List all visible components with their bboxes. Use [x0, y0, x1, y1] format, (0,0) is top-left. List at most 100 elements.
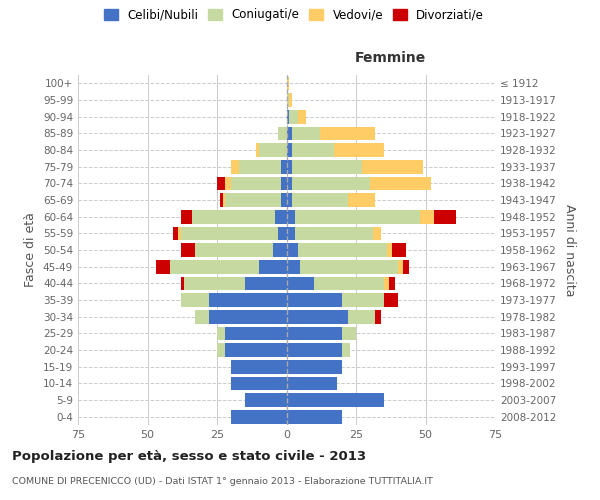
Bar: [287, 76, 289, 90]
Bar: [301, 260, 398, 274]
Bar: [217, 343, 226, 357]
Bar: [287, 126, 292, 140]
Bar: [342, 293, 384, 307]
Bar: [226, 193, 281, 207]
Bar: [289, 110, 298, 124]
Bar: [281, 193, 287, 207]
Bar: [287, 410, 342, 424]
Bar: [384, 276, 389, 290]
Bar: [295, 226, 373, 240]
Bar: [342, 326, 356, 340]
Bar: [287, 243, 298, 257]
Text: Femmine: Femmine: [355, 50, 427, 64]
Bar: [287, 260, 301, 274]
Bar: [281, 176, 287, 190]
Bar: [259, 260, 287, 274]
Bar: [347, 310, 376, 324]
Legend: Celibi/Nubili, Coniugati/e, Vedovi/e, Divorziati/e: Celibi/Nubili, Coniugati/e, Vedovi/e, Di…: [101, 6, 487, 24]
Bar: [226, 343, 287, 357]
Bar: [287, 143, 292, 157]
Bar: [292, 176, 370, 190]
Bar: [287, 160, 292, 173]
Bar: [226, 176, 231, 190]
Y-axis label: Fasce di età: Fasce di età: [25, 212, 37, 288]
Bar: [223, 193, 226, 207]
Bar: [386, 243, 392, 257]
Bar: [287, 276, 314, 290]
Bar: [295, 210, 420, 224]
Bar: [287, 293, 342, 307]
Bar: [287, 110, 289, 124]
Bar: [195, 243, 272, 257]
Bar: [239, 160, 281, 173]
Y-axis label: Anni di nascita: Anni di nascita: [563, 204, 576, 296]
Bar: [292, 160, 362, 173]
Bar: [209, 293, 287, 307]
Bar: [259, 143, 287, 157]
Bar: [281, 160, 287, 173]
Bar: [181, 293, 209, 307]
Bar: [287, 93, 289, 107]
Bar: [342, 343, 350, 357]
Bar: [287, 310, 347, 324]
Bar: [256, 143, 259, 157]
Bar: [287, 360, 342, 374]
Bar: [287, 326, 342, 340]
Bar: [287, 343, 342, 357]
Bar: [362, 160, 423, 173]
Text: Popolazione per età, sesso e stato civile - 2013: Popolazione per età, sesso e stato civil…: [12, 450, 366, 463]
Bar: [420, 210, 434, 224]
Bar: [178, 226, 181, 240]
Bar: [217, 176, 226, 190]
Bar: [292, 126, 320, 140]
Bar: [181, 210, 192, 224]
Bar: [434, 210, 456, 224]
Bar: [392, 243, 406, 257]
Bar: [287, 393, 384, 407]
Bar: [403, 260, 409, 274]
Bar: [170, 260, 259, 274]
Bar: [287, 176, 292, 190]
Bar: [287, 376, 337, 390]
Bar: [220, 193, 223, 207]
Bar: [314, 276, 384, 290]
Bar: [278, 126, 287, 140]
Bar: [287, 210, 295, 224]
Bar: [347, 193, 376, 207]
Bar: [192, 210, 275, 224]
Bar: [370, 176, 431, 190]
Bar: [181, 243, 195, 257]
Bar: [289, 93, 292, 107]
Bar: [292, 193, 347, 207]
Bar: [292, 143, 334, 157]
Bar: [275, 210, 287, 224]
Bar: [278, 226, 287, 240]
Bar: [287, 226, 295, 240]
Bar: [298, 110, 306, 124]
Bar: [272, 243, 287, 257]
Bar: [287, 193, 292, 207]
Bar: [181, 226, 278, 240]
Bar: [320, 126, 376, 140]
Bar: [231, 410, 287, 424]
Bar: [245, 276, 287, 290]
Bar: [245, 393, 287, 407]
Bar: [173, 226, 178, 240]
Text: COMUNE DI PRECENICCO (UD) - Dati ISTAT 1° gennaio 2013 - Elaborazione TUTTITALIA: COMUNE DI PRECENICCO (UD) - Dati ISTAT 1…: [12, 478, 433, 486]
Bar: [226, 326, 287, 340]
Bar: [298, 243, 386, 257]
Bar: [231, 360, 287, 374]
Bar: [231, 176, 281, 190]
Bar: [334, 143, 384, 157]
Bar: [384, 293, 398, 307]
Bar: [398, 260, 403, 274]
Bar: [389, 276, 395, 290]
Bar: [209, 310, 287, 324]
Bar: [376, 310, 381, 324]
Bar: [181, 276, 184, 290]
Bar: [231, 160, 239, 173]
Bar: [217, 326, 226, 340]
Bar: [195, 310, 209, 324]
Bar: [184, 276, 245, 290]
Bar: [373, 226, 381, 240]
